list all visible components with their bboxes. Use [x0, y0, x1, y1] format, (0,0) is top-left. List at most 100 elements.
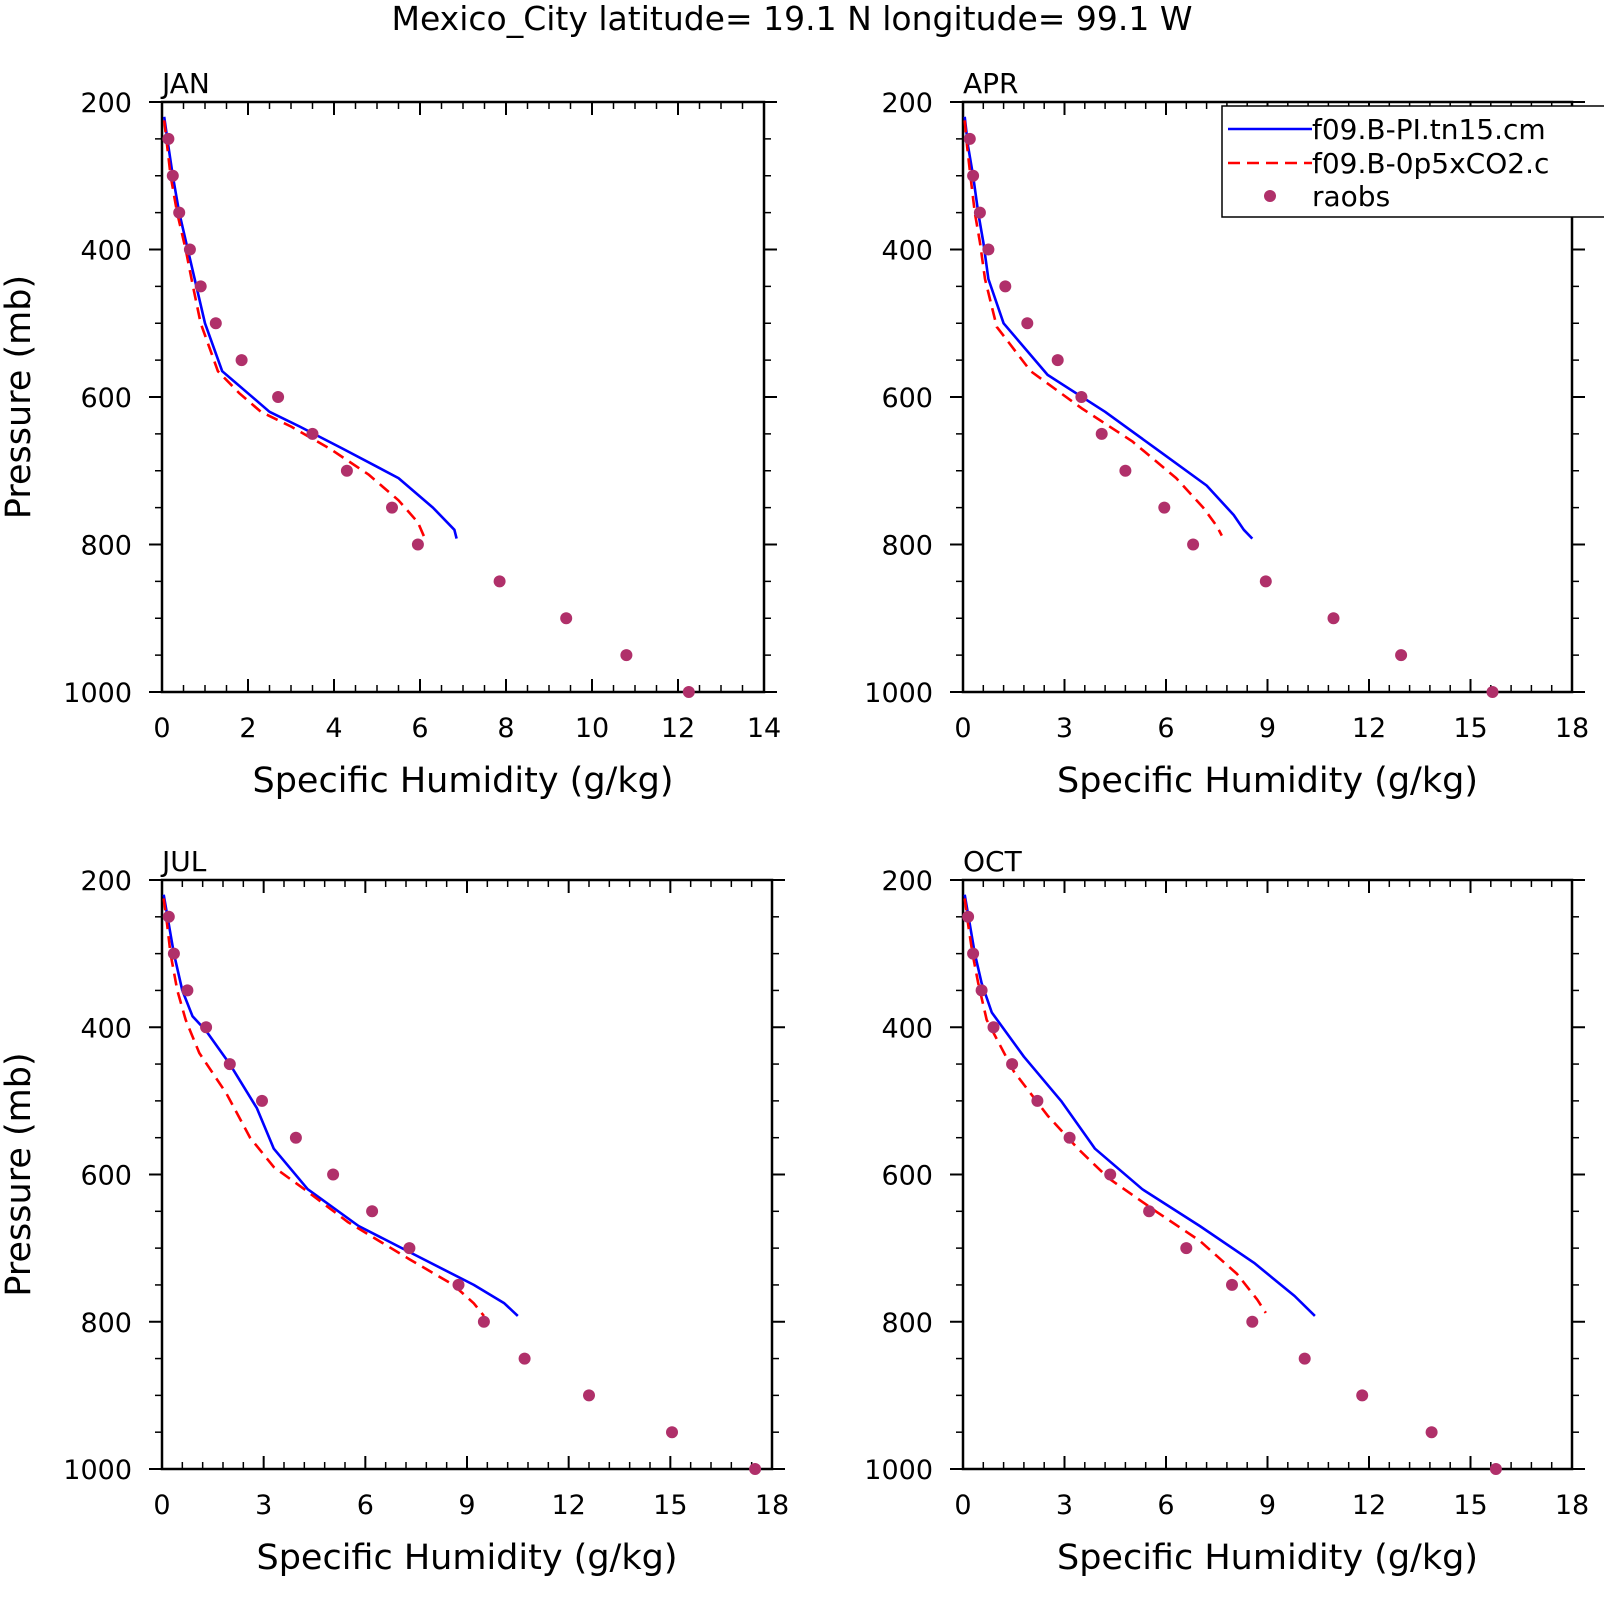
raobs-point [194, 280, 207, 293]
raobs-point [1327, 612, 1340, 625]
raobs-point [967, 947, 980, 960]
y-tick-label: 200 [881, 866, 933, 897]
series-line-co2 [162, 898, 485, 1317]
raobs-point [1063, 1131, 1076, 1144]
raobs-point [1226, 1278, 1238, 1291]
x-tick-label: 18 [1555, 713, 1589, 744]
series-line-pi [963, 116, 1254, 540]
raobs-point [173, 206, 186, 219]
raobs-point [167, 947, 180, 960]
y-axis-label: Pressure (mb) [0, 1052, 39, 1296]
raobs-point [306, 427, 319, 440]
y-tick-label: 600 [80, 1161, 132, 1192]
y-tick-label: 400 [80, 236, 132, 267]
legend-entry-pi: f09.B-PI.tn15.cm [1312, 113, 1546, 146]
raobs-point [1298, 1352, 1311, 1365]
x-tick-label: 0 [954, 713, 971, 744]
raobs-point [223, 1058, 236, 1071]
panel-label: OCT [963, 845, 1023, 878]
raobs-point [967, 169, 980, 182]
raobs-point [1119, 464, 1132, 477]
y-tick-label: 600 [881, 383, 933, 414]
x-tick-label: 3 [1056, 713, 1073, 744]
x-tick-label: 3 [1056, 1490, 1073, 1521]
x-tick-label: 15 [1453, 713, 1487, 744]
raobs-point [982, 243, 995, 256]
y-tick-label: 400 [80, 1013, 132, 1044]
y-tick-label: 400 [881, 1013, 933, 1044]
y-tick-label: 1000 [864, 678, 933, 709]
y-axis-label: Pressure (mb) [0, 275, 39, 519]
y-tick-label: 200 [80, 866, 132, 897]
raobs-point [366, 1205, 379, 1218]
raobs-point [1158, 501, 1171, 514]
raobs-point [403, 1242, 416, 1255]
panel-label: JAN [160, 67, 210, 100]
x-tick-label: 12 [551, 1490, 585, 1521]
raobs-point [1143, 1205, 1156, 1218]
y-tick-label: 800 [80, 1308, 132, 1339]
x-tick-label: 8 [497, 713, 514, 744]
y-tick-label: 600 [80, 383, 132, 414]
y-tick-label: 200 [80, 88, 132, 119]
raobs-point [1246, 1315, 1259, 1328]
x-tick-label: 10 [575, 713, 609, 744]
raobs-point [620, 649, 633, 662]
y-tick-label: 1000 [63, 678, 132, 709]
raobs-point [975, 984, 988, 997]
x-axis-label: Specific Humidity (g/kg) [253, 761, 674, 801]
raobs-point [1356, 1389, 1369, 1402]
raobs-point [1031, 1094, 1044, 1107]
raobs-point [1021, 317, 1034, 330]
x-tick-label: 18 [1555, 1490, 1589, 1521]
x-tick-label: 6 [1157, 1490, 1174, 1521]
series-line-pi [963, 894, 1316, 1317]
series-line-co2 [963, 898, 1267, 1314]
x-tick-label: 6 [411, 713, 428, 744]
raobs-point [1104, 1168, 1117, 1181]
y-tick-label: 400 [881, 236, 933, 267]
x-tick-label: 0 [153, 713, 170, 744]
panel-label: JUL [160, 845, 207, 878]
y-tick-label: 200 [881, 88, 933, 119]
raobs-point [518, 1352, 531, 1365]
raobs-point [962, 910, 975, 923]
legend-box [1221, 105, 1604, 218]
raobs-point [256, 1094, 268, 1107]
raobs-point [1489, 1463, 1502, 1475]
raobs-point [682, 686, 695, 698]
x-tick-label: 6 [1157, 713, 1174, 744]
raobs-point [1095, 427, 1108, 440]
raobs-point [1486, 686, 1499, 698]
raobs-point [1075, 391, 1088, 403]
plot-frame [160, 878, 774, 1471]
raobs-point [1395, 649, 1408, 662]
series-line-pi [162, 116, 458, 539]
y-tick-label: 800 [881, 1308, 933, 1339]
x-tick-label: 15 [653, 1490, 687, 1521]
raobs-point [1425, 1426, 1438, 1439]
raobs-point [493, 575, 506, 588]
x-tick-label: 0 [153, 1490, 170, 1521]
raobs-point [973, 206, 986, 219]
x-tick-label: 6 [357, 1490, 374, 1521]
x-tick-label: 14 [747, 713, 781, 744]
plot-frame [961, 878, 1574, 1471]
x-axis-label: Specific Humidity (g/kg) [1057, 1538, 1478, 1578]
series-line-pi [162, 894, 519, 1317]
raobs-point [987, 1021, 1000, 1034]
raobs-point [272, 391, 285, 403]
x-tick-label: 18 [755, 1490, 789, 1521]
raobs-point [386, 501, 398, 514]
raobs-point [1051, 354, 1064, 367]
x-tick-label: 12 [661, 713, 695, 744]
raobs-point [1259, 575, 1272, 588]
y-tick-label: 1000 [63, 1455, 132, 1486]
raobs-point [162, 132, 175, 145]
x-tick-label: 15 [1453, 1490, 1487, 1521]
legend-marker-raobs [1264, 190, 1276, 202]
panel-label: APR [963, 67, 1019, 100]
raobs-point [166, 169, 179, 182]
raobs-point [183, 243, 196, 256]
